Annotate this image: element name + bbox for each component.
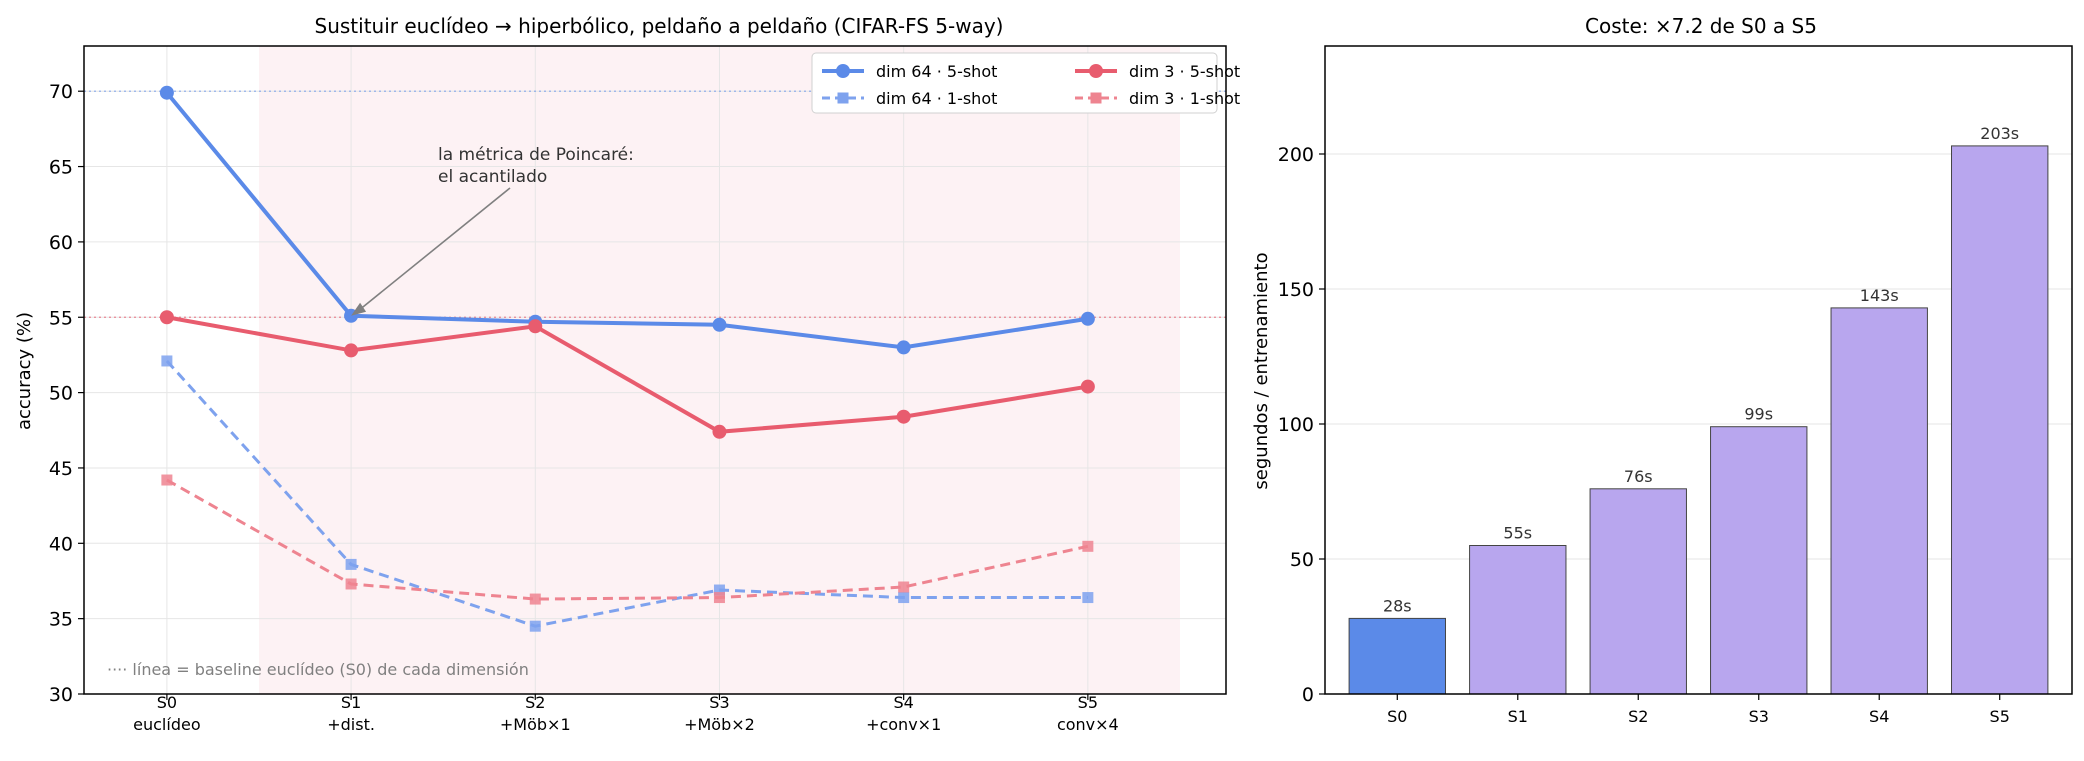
y-tick-label: 200: [1278, 144, 1314, 166]
left-plot-area: la métrica de Poincaré:el acantilado 30 35…: [49, 45, 1240, 734]
legend-swatch-marker: [837, 92, 849, 104]
bar-S4: [1830, 307, 1928, 695]
data-point: [161, 355, 173, 367]
x-tick-label: S1: [341, 693, 361, 712]
data-point: [896, 340, 911, 355]
y-tick-label: 70: [49, 81, 73, 103]
data-point: [159, 85, 174, 100]
x-tick-label: +conv×1: [866, 715, 941, 734]
y-tick-label: 50: [1290, 549, 1314, 571]
right-y-axis-label: segundos / entrenamiento: [1251, 252, 1272, 489]
data-point: [529, 620, 541, 632]
y-tick-label: 60: [49, 232, 73, 254]
series-line-1: [165, 359, 1088, 628]
x-tick-label: S2: [1628, 707, 1648, 726]
x-tick-label: S2: [525, 693, 545, 712]
legend-swatch-marker: [1090, 92, 1102, 104]
x-tick-label: euclídeo: [133, 715, 200, 734]
x-tick-label: S0: [1387, 707, 1407, 726]
data-point: [713, 584, 725, 596]
right-axes-frame: [1324, 45, 2073, 695]
annotation-arrowhead: [351, 302, 367, 316]
data-point: [898, 592, 910, 604]
x-tick-label: S3: [1749, 707, 1769, 726]
legend: dim 64 · 5-shot dim 64 · 1-shot dim 3 · 5-…: [811, 52, 1240, 114]
x-tick-label: S4: [893, 693, 913, 712]
baseline-footnote: ···· línea = baseline euclídeo (S0) de c…: [107, 660, 529, 679]
y-tick-label: 55: [49, 307, 73, 329]
data-point: [1082, 540, 1094, 552]
left-chart-title: Sustituir euclídeo → hiperbólico, peldañ…: [315, 14, 1004, 38]
right-chart-title: Coste: ×7.2 de S0 a S5: [1585, 14, 1817, 38]
legend-label: dim 64 · 1-shot: [876, 89, 997, 108]
right-plot-area: 28s S0 55s S1 76s S2 99s S3 143s S4 203s S5 0 50 100 15…: [1278, 45, 2073, 726]
y-tick-label: 100: [1278, 414, 1314, 436]
y-tick-label: 50: [49, 383, 73, 405]
data-point: [345, 578, 357, 590]
data-point: [344, 343, 359, 358]
bar-value-label: 203s: [1980, 124, 2019, 143]
data-point: [528, 319, 543, 334]
annotation-text: el acantilado: [438, 167, 547, 187]
y-tick-label: 0: [1302, 684, 1314, 706]
legend-label: dim 3 · 5-shot: [1129, 62, 1240, 81]
y-tick-label: 30: [49, 684, 73, 706]
series-line-0: [165, 91, 1089, 350]
x-tick-label: +dist.: [327, 715, 375, 734]
bar-value-label: 55s: [1503, 524, 1532, 543]
bar-S5: [1951, 145, 2049, 695]
series-line-3: [166, 478, 1089, 601]
legend-label: dim 64 · 5-shot: [876, 62, 997, 81]
data-point: [713, 592, 725, 604]
y-tick-label: 150: [1278, 279, 1314, 301]
legend-label: dim 3 · 1-shot: [1129, 89, 1240, 108]
bar-value-label: 143s: [1860, 286, 1899, 305]
data-point: [1082, 592, 1094, 604]
bar-value-label: 28s: [1383, 596, 1412, 615]
left-y-axis-label: accuracy (%): [14, 312, 35, 430]
data-point: [161, 474, 173, 486]
legend-swatch-marker: [836, 64, 850, 78]
legend-swatch-marker: [1089, 64, 1103, 78]
annotation-text: la métrica de Poincaré:: [438, 145, 634, 165]
y-tick-label: 35: [49, 609, 73, 631]
left-axes-frame: [83, 45, 1227, 695]
data-point: [898, 581, 910, 593]
series-line-2: [166, 315, 1089, 434]
bar-value-label: 99s: [1744, 405, 1773, 424]
data-point: [712, 317, 727, 332]
x-tick-label: S4: [1869, 707, 1889, 726]
y-tick-label: 65: [49, 157, 73, 179]
bar-S0: [1348, 617, 1446, 695]
data-point: [1080, 379, 1095, 394]
x-tick-label: +Möb×2: [684, 715, 755, 734]
x-tick-label: S3: [709, 693, 729, 712]
x-tick-label: +Möb×1: [500, 715, 571, 734]
data-point: [529, 593, 541, 605]
data-point: [1080, 311, 1095, 326]
y-tick-label: 40: [49, 533, 73, 555]
x-tick-label: S5: [1990, 707, 2010, 726]
data-point: [159, 310, 174, 325]
data-point: [896, 409, 911, 424]
bar-S3: [1710, 426, 1808, 695]
bar-S2: [1589, 488, 1687, 695]
x-tick-label: S5: [1078, 693, 1098, 712]
data-point: [712, 424, 727, 439]
y-tick-label: 45: [49, 458, 73, 480]
accuracy-line-chart: Sustituir euclídeo → hiperbólico, peldañ…: [14, 14, 1240, 734]
cost-bar-chart: Coste: ×7.2 de S0 a S5 segundos / entren…: [1251, 14, 2073, 726]
x-tick-label: conv×4: [1057, 715, 1119, 734]
bar-value-label: 76s: [1624, 467, 1653, 486]
annotation-arrow: [356, 187, 511, 313]
data-point: [345, 558, 357, 570]
x-tick-label: S1: [1508, 707, 1528, 726]
x-tick-label: S0: [157, 693, 177, 712]
bar-S1: [1469, 545, 1567, 695]
